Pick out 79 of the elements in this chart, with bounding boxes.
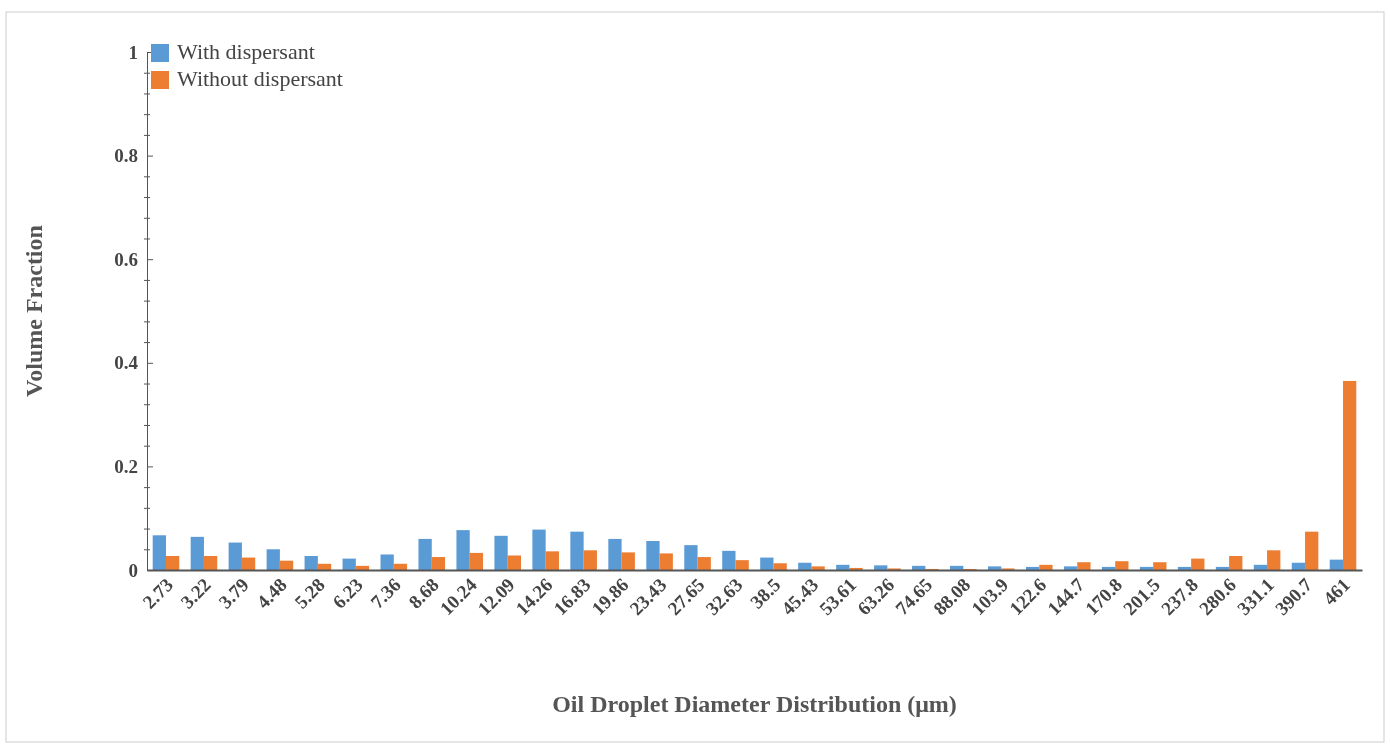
bar (545, 551, 559, 570)
bar (950, 565, 964, 570)
bar (1253, 564, 1268, 570)
bar (697, 557, 711, 570)
x-tick-label: 3.79 (214, 574, 253, 613)
bar (1267, 550, 1281, 570)
bar (203, 556, 218, 570)
x-axis-title: Oil Droplet Diameter Distribution (μm) (552, 691, 957, 717)
bar (507, 555, 521, 570)
bar (304, 556, 318, 570)
bar (874, 565, 888, 570)
bar (1291, 562, 1306, 570)
y-axis-title: Volume Fraction (21, 225, 47, 397)
bar (228, 542, 242, 570)
bar (266, 549, 280, 570)
x-tick-label: 38.5 (746, 574, 785, 613)
bar (1139, 566, 1154, 570)
bar (912, 565, 926, 570)
bar (1229, 556, 1243, 570)
bar (988, 566, 1002, 570)
bar (735, 560, 749, 570)
bar (532, 529, 546, 570)
bar (355, 565, 370, 570)
bar (317, 563, 332, 570)
bar (418, 538, 432, 570)
bar (456, 530, 470, 570)
bar (836, 564, 850, 570)
bar (241, 557, 256, 570)
y-tick-label: 0.8 (114, 145, 138, 167)
legend-label: Without dispersant (177, 66, 343, 91)
x-tick-label: 4.48 (252, 574, 291, 613)
x-tick-label: 5.28 (290, 574, 329, 613)
bar (1153, 562, 1167, 570)
bar (608, 538, 622, 570)
bar (190, 536, 204, 570)
x-tick-label: 2.73 (138, 574, 177, 613)
bar (811, 566, 825, 570)
bar (684, 545, 698, 570)
y-tick-label: 0.2 (114, 455, 138, 477)
bar (798, 562, 812, 570)
bar (165, 556, 180, 570)
y-tick-label: 0.6 (114, 248, 138, 270)
x-tick-label: 461 (1318, 574, 1354, 610)
bar (583, 550, 597, 570)
y-tick-label: 1 (128, 41, 138, 63)
bar (570, 531, 584, 570)
x-tick-label: 3.22 (176, 574, 215, 613)
bar (1101, 566, 1116, 570)
bar (1177, 566, 1192, 570)
bar (279, 560, 294, 570)
bar (849, 567, 863, 570)
bar (1343, 380, 1357, 570)
bar (760, 557, 774, 570)
bar (659, 553, 673, 570)
bar (621, 552, 635, 570)
bar (722, 550, 736, 570)
x-tick-label: 6.23 (328, 574, 367, 613)
bar (646, 540, 660, 570)
x-tick-label: 7.36 (366, 574, 405, 613)
bar (342, 558, 356, 570)
bar (1077, 562, 1091, 570)
bar (1063, 566, 1078, 570)
y-tick-label: 0.4 (114, 352, 139, 374)
legend-label: With dispersant (177, 39, 315, 64)
bar (773, 563, 787, 570)
bar (380, 554, 394, 570)
bar (1215, 566, 1230, 570)
bar (1329, 559, 1344, 570)
bar (1305, 531, 1319, 570)
bar (469, 552, 484, 570)
bar (431, 557, 446, 570)
bar (494, 535, 508, 570)
bar (1115, 561, 1129, 570)
bar (1025, 566, 1040, 570)
bar (152, 535, 166, 570)
bar (1039, 564, 1053, 570)
y-tick-label: 0 (128, 559, 138, 581)
bar (1191, 558, 1205, 570)
bar (393, 563, 408, 570)
